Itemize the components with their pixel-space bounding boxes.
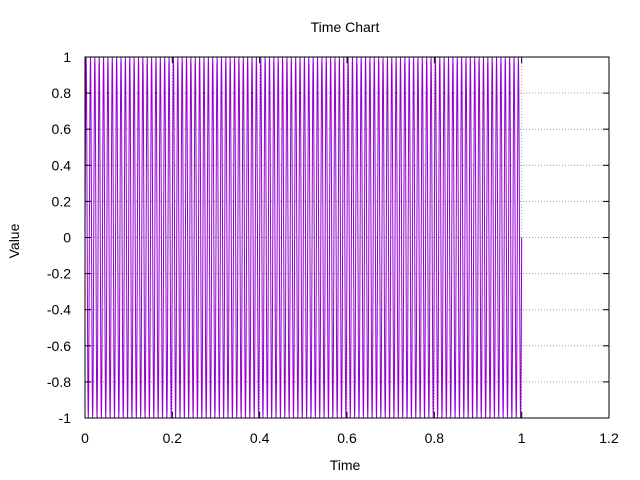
y-tick-label: 0.2 — [52, 193, 72, 209]
y-tick-label: -0.4 — [47, 302, 71, 318]
y-tick-label: -0.6 — [47, 338, 71, 354]
x-axis-label: Time — [330, 457, 361, 473]
y-axis-label: Value — [6, 223, 22, 258]
series-line — [84, 56, 523, 419]
y-tick-label: 0.4 — [52, 157, 72, 173]
x-tick-label: 0.4 — [250, 430, 270, 446]
series-layer — [84, 56, 523, 419]
x-tick-label: 1.2 — [599, 430, 619, 446]
chart-title: Time Chart — [311, 19, 380, 35]
y-tick-label: 0.6 — [52, 121, 72, 137]
y-tick-label: -0.2 — [47, 266, 71, 282]
y-tick-label: -1 — [59, 410, 72, 426]
x-tick-label: 0.8 — [425, 430, 445, 446]
y-tick-label: -0.8 — [47, 374, 71, 390]
y-tick-label: 1 — [63, 49, 71, 65]
x-tick-label: 1 — [518, 430, 526, 446]
y-tick-label: 0 — [63, 230, 71, 246]
x-tick-labels: 0 0.2 0.4 0.6 0.8 1 1.2 — [81, 430, 619, 446]
x-tick-label: 0.6 — [337, 430, 357, 446]
x-tick-label: 0 — [81, 430, 89, 446]
y-tick-label: 0.8 — [52, 85, 72, 101]
tick-marks — [84, 56, 610, 419]
x-tick-label: 0.2 — [163, 430, 183, 446]
y-tick-labels: 1 0.8 0.6 0.4 0.2 0 -0.2 -0.4 -0.6 -0.8 -1 — [47, 49, 71, 426]
